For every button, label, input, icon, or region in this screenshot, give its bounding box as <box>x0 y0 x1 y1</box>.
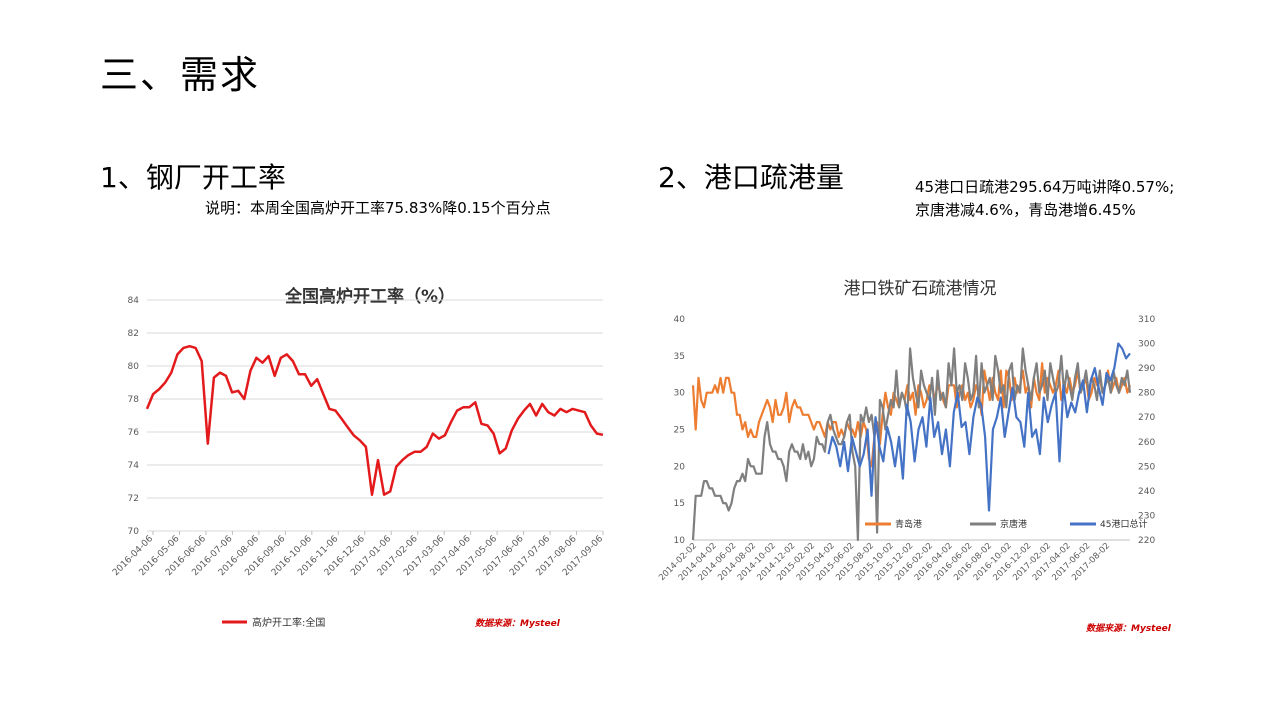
chart2-left-y-tick-label: 25 <box>674 426 685 436</box>
chart1-legend: 高炉开工率:全国 <box>222 616 325 629</box>
chart1-series <box>145 344 604 496</box>
chart1-legend-label: 高炉开工率:全国 <box>252 616 325 629</box>
chart2-left-y-tick-label: 20 <box>674 462 686 472</box>
chart1-y-tick-label: 76 <box>128 428 140 438</box>
chart2-right-y-tick-label: 260 <box>1138 438 1155 448</box>
section-note-port-outflow-line2: 京唐港减4.6%，青岛港增6.45% <box>915 201 1136 219</box>
chart2-series <box>691 342 1132 542</box>
chart2-series-line <box>691 347 1132 542</box>
chart1-source: 数据来源：Mysteel <box>475 618 561 629</box>
chart1-y-tick-label: 78 <box>128 395 140 405</box>
chart2-left-y-tick-label: 10 <box>674 536 686 546</box>
chart1-y-tick-label: 72 <box>128 494 139 504</box>
chart1-y-axis: 70 72 74 76 78 80 82 84 <box>128 296 140 537</box>
chart2-right-y-tick-label: 230 <box>1138 511 1155 521</box>
chart1-y-tick-label: 80 <box>128 362 140 372</box>
chart1-grid <box>147 299 603 532</box>
chart2-legend-label: 青岛港 <box>895 518 922 530</box>
chart1-y-tick-label: 74 <box>128 461 140 471</box>
section-note-steel-mill-rate: 说明：本周全国高炉开工率75.83%降0.15个百分点 <box>205 199 551 217</box>
port-outflow-chart: 港口铁矿石疏港情况 10 15 20 25 30 35 40 220 230 240 250 260… <box>657 279 1172 634</box>
chart2-right-y-tick-label: 280 <box>1138 389 1155 399</box>
chart2-left-y-tick-label: 35 <box>674 352 685 362</box>
chart1-x-axis: 2016-04-062016-05-062016-06-062016-07-06… <box>111 531 605 578</box>
chart2-legend-label: 京唐港 <box>1000 518 1027 530</box>
chart2-legend-label: 45港口总计 <box>1100 518 1147 530</box>
section-title-port-outflow: 2、港口疏港量 <box>658 161 844 194</box>
chart2-right-y-tick-label: 270 <box>1138 413 1155 423</box>
chart2-right-y-tick-label: 310 <box>1138 315 1155 325</box>
chart2-right-y-tick-label: 220 <box>1138 536 1155 546</box>
chart2-title: 港口铁矿石疏港情况 <box>844 279 997 299</box>
chart1-y-tick-label: 82 <box>128 329 139 339</box>
chart1-y-tick-label: 70 <box>128 527 140 537</box>
section-title-steel-mill-rate: 1、钢厂开工率 <box>100 161 286 194</box>
chart2-right-y-tick-label: 250 <box>1138 462 1155 472</box>
chart1-title: 全国高炉开工率（%） <box>284 286 455 307</box>
chart1-series-line <box>145 344 604 496</box>
chart2-x-axis: 2014-02-022014-04-022014-06-022014-08-02… <box>657 541 1112 583</box>
chart2-left-y-tick-label: 15 <box>674 499 685 509</box>
chart2-right-y-tick-label: 300 <box>1138 340 1155 350</box>
chart2-source: 数据来源：Mysteel <box>1086 623 1172 634</box>
page-title: 三、需求 <box>100 53 261 97</box>
chart2-left-y-tick-label: 30 <box>674 389 686 399</box>
chart2-right-y-axis: 220 230 240 250 260 270 280 290 300 310 <box>1138 315 1155 546</box>
chart2-legend: 青岛港 京唐港 45港口总计 <box>865 518 1147 530</box>
chart2-series-line <box>691 362 1132 468</box>
chart2-left-y-axis: 10 15 20 25 30 35 40 <box>674 315 686 546</box>
section-note-port-outflow-line1: 45港口日疏港295.64万吨讲降0.57%; <box>915 178 1175 196</box>
chart1-y-tick-label: 84 <box>128 296 140 306</box>
chart2-series-line <box>827 342 1131 512</box>
blast-furnace-rate-chart: 全国高炉开工率（%） 70 72 74 76 78 80 82 84 2016-04-0620… <box>111 286 605 629</box>
chart2-left-y-tick-label: 40 <box>674 315 686 325</box>
chart2-right-y-tick-label: 290 <box>1138 364 1155 374</box>
chart2-right-y-tick-label: 240 <box>1138 487 1155 497</box>
